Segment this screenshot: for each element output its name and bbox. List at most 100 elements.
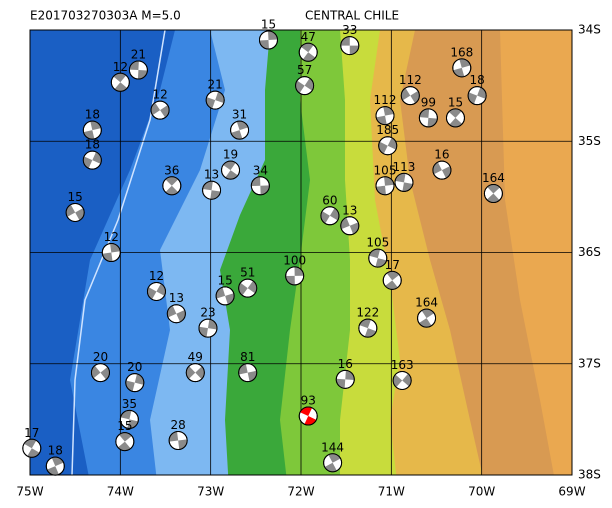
- focal-mechanism: [110, 72, 130, 92]
- quadrant: [247, 280, 257, 294]
- quadrant: [427, 117, 438, 127]
- depth-label: 163: [391, 358, 414, 372]
- depth-label: 15: [217, 273, 232, 287]
- focal-mechanism: [418, 108, 438, 128]
- ball-outline: [205, 90, 225, 110]
- focal-mechanism: [375, 176, 395, 196]
- focal-mechanism: [198, 318, 218, 338]
- quadrant: [110, 243, 121, 253]
- quadrant: [294, 266, 304, 276]
- depth-label: 13: [169, 291, 184, 305]
- focal-mechanism: [368, 248, 388, 268]
- ball-outline: [298, 406, 318, 426]
- quadrant: [304, 78, 314, 91]
- quadrant: [324, 462, 337, 472]
- ball-outline: [340, 36, 360, 56]
- focal-mechanism: [128, 60, 148, 80]
- depth-label: 13: [342, 203, 357, 217]
- depth-label: 164: [482, 171, 505, 185]
- ball-outline: [82, 150, 102, 170]
- quadrant: [186, 366, 196, 379]
- depth-label: 49: [188, 350, 203, 364]
- focal-mechanism: [400, 86, 420, 106]
- focal-mechanism: [298, 406, 318, 426]
- ball-outline: [185, 363, 205, 383]
- region-title: CENTRAL CHILE: [305, 9, 399, 23]
- ball-outline: [238, 278, 258, 298]
- focal-mechanism: [150, 100, 170, 120]
- focal-mechanism: [125, 373, 145, 393]
- quadrant: [260, 185, 270, 195]
- depth-label: 99: [421, 95, 436, 109]
- quadrant: [449, 117, 463, 127]
- focal-mechanism: [375, 106, 395, 126]
- depth-label: 15: [117, 419, 132, 433]
- focal-mechanism: [417, 308, 437, 328]
- depth-label: 21: [131, 48, 146, 62]
- quadrant: [165, 176, 179, 186]
- depth-label: 20: [127, 360, 142, 374]
- quadrant: [301, 43, 314, 53]
- focal-mechanism: [250, 176, 270, 196]
- focal-mechanism: [185, 363, 205, 383]
- focal-mechanism: [323, 453, 343, 473]
- quadrant: [345, 370, 355, 380]
- quadrant: [165, 185, 179, 195]
- focal-mechanism: [432, 160, 452, 180]
- quadrant: [259, 40, 269, 50]
- lon-label: 69W: [558, 485, 585, 499]
- focal-mechanism: [215, 286, 235, 306]
- depth-label: 33: [342, 23, 357, 37]
- depth-label: 28: [171, 418, 186, 432]
- quadrant: [207, 319, 217, 330]
- depth-label: 36: [164, 163, 179, 177]
- depth-label: 23: [200, 306, 215, 320]
- lon-label: 71W: [378, 485, 405, 499]
- quadrant: [178, 439, 188, 450]
- ball-outline: [198, 318, 218, 338]
- focal-mechanism: [382, 270, 402, 290]
- quadrant: [147, 287, 157, 300]
- quadrant: [91, 365, 101, 379]
- focal-mechanism: [467, 86, 487, 106]
- depth-label: 16: [338, 357, 353, 371]
- focal-mechanism: [445, 108, 465, 128]
- quadrant: [393, 374, 403, 388]
- depth-label: 15: [448, 95, 463, 109]
- focal-mechanism: [115, 432, 135, 452]
- quadrant: [117, 441, 131, 451]
- focal-mechanism: [221, 160, 241, 180]
- ball-outline: [295, 76, 315, 96]
- depth-label: 21: [208, 78, 223, 92]
- quadrant: [448, 108, 462, 118]
- focal-mechanism: [358, 318, 378, 338]
- lon-label: 73W: [197, 485, 224, 499]
- ball-outline: [358, 318, 378, 338]
- quadrant: [402, 182, 413, 192]
- quadrant: [378, 141, 388, 154]
- ball-outline: [150, 100, 170, 120]
- quadrant: [238, 363, 248, 375]
- quadrant: [401, 88, 411, 101]
- quadrant: [387, 137, 397, 150]
- quadrant: [247, 370, 257, 382]
- quadrant: [151, 102, 161, 116]
- depth-label: 20: [93, 350, 108, 364]
- quadrant: [395, 173, 406, 183]
- depth-label: 19: [223, 148, 238, 162]
- quadrant: [90, 121, 102, 131]
- ball-outline: [146, 281, 166, 301]
- quadrant: [419, 108, 430, 118]
- ball-outline: [101, 243, 121, 262]
- quadrant: [328, 453, 341, 463]
- depth-label: 15: [68, 190, 83, 204]
- quadrant: [419, 318, 432, 328]
- quadrant: [383, 106, 394, 116]
- depth-label: 113: [393, 160, 416, 174]
- focal-mechanism: [335, 369, 355, 389]
- ball-outline: [452, 58, 472, 78]
- focal-mechanism: [82, 150, 102, 170]
- ball-outline: [340, 216, 360, 236]
- quadrant: [238, 282, 248, 296]
- lon-label: 72W: [287, 485, 314, 499]
